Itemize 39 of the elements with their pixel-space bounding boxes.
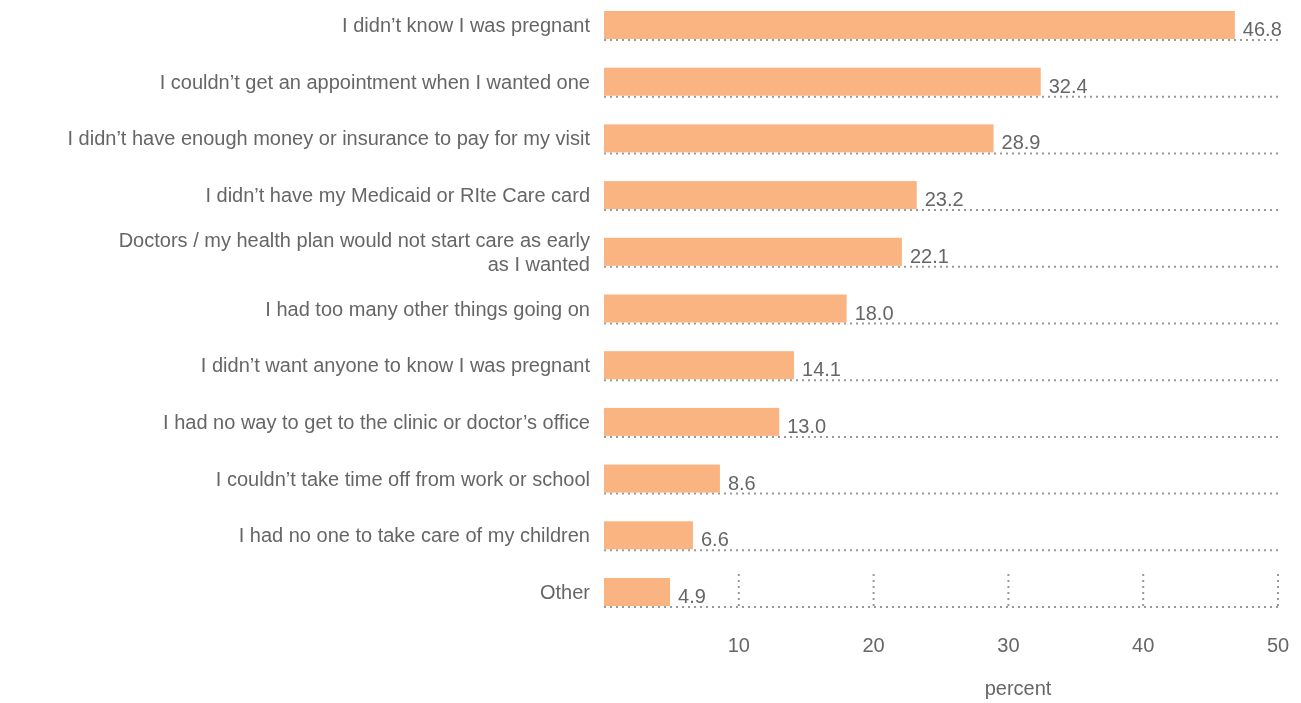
data-label: 23.2 <box>924 188 964 211</box>
bar <box>604 11 1235 39</box>
bar <box>604 124 994 153</box>
data-label: 18.0 <box>854 301 894 324</box>
y-tick-label: I had no one to take care of my children <box>238 524 590 547</box>
y-tick-label: I had too many other things going on <box>265 297 590 320</box>
data-label: 46.8 <box>1242 18 1282 40</box>
y-tick-label: I couldn’t get an appointment when I wanted one <box>159 70 590 93</box>
bar <box>604 407 780 436</box>
data-label: 4.9 <box>678 585 706 607</box>
x-tick-label: 10 <box>727 634 750 656</box>
data-label: 13.0 <box>787 414 827 437</box>
data-label: 14.1 <box>802 358 842 381</box>
bar <box>604 521 693 550</box>
bar <box>604 67 1041 96</box>
y-tick-label: I didn’t want anyone to know I was pregnant <box>200 354 591 377</box>
data-label: 28.9 <box>1001 131 1041 154</box>
bar <box>604 237 902 266</box>
bar <box>604 181 917 210</box>
y-tick-label: I didn’t know I was pregnant <box>342 14 591 36</box>
y-tick-label: I didn’t have enough money or insurance to pay for my visit <box>67 127 591 150</box>
y-tick-label: I didn’t have my Medicaid or RIte Care card <box>205 184 590 207</box>
data-label: 32.4 <box>1048 74 1088 97</box>
data-label: 6.6 <box>700 528 729 551</box>
y-tick-label: Doctors / my health plan would not start care as early as I wanted <box>118 228 590 275</box>
y-tick-label: I had no way to get to the clinic or doctor’s office <box>163 410 590 433</box>
y-tick-label: I couldn’t take time off from work or school <box>215 467 590 490</box>
bar <box>604 578 671 606</box>
bar <box>604 351 795 380</box>
bar <box>604 464 720 493</box>
bar <box>604 294 847 323</box>
x-tick-label: 40 <box>1132 634 1155 656</box>
x-tick-label: 20 <box>862 634 885 656</box>
data-label: 8.6 <box>727 471 756 494</box>
data-label: 22.1 <box>909 244 949 267</box>
x-tick-label: 50 <box>1266 634 1290 656</box>
y-tick-label: Other <box>539 581 591 603</box>
x-axis-title: percent <box>984 677 1052 699</box>
x-tick-label: 30 <box>997 634 1020 656</box>
